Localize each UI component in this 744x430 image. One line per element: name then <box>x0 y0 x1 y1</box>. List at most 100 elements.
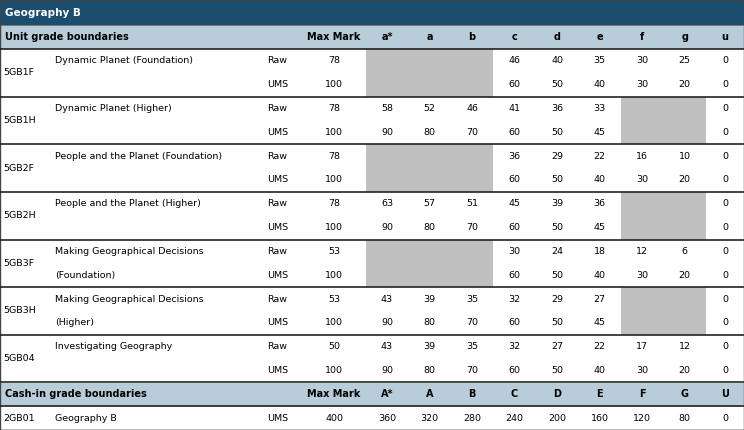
Bar <box>664 287 706 335</box>
Text: 100: 100 <box>325 128 343 137</box>
Text: (Higher): (Higher) <box>55 318 94 327</box>
Text: 90: 90 <box>381 366 393 375</box>
Text: 52: 52 <box>423 104 435 113</box>
Text: 45: 45 <box>594 223 606 232</box>
Text: u: u <box>722 32 728 42</box>
Text: 0: 0 <box>722 199 728 208</box>
Text: UMS: UMS <box>268 223 289 232</box>
Text: Raw: Raw <box>268 295 287 304</box>
Text: 80: 80 <box>423 128 435 137</box>
Text: 30: 30 <box>636 366 648 375</box>
Text: 78: 78 <box>328 199 340 208</box>
Text: 50: 50 <box>551 318 563 327</box>
Text: 6: 6 <box>682 247 687 256</box>
Text: 40: 40 <box>594 271 606 280</box>
Bar <box>621 287 664 335</box>
Text: 40: 40 <box>594 175 606 184</box>
Text: 29: 29 <box>551 152 563 161</box>
Text: 360: 360 <box>378 414 396 423</box>
Text: 78: 78 <box>328 104 340 113</box>
Text: Geography B: Geography B <box>5 8 81 18</box>
Text: 0: 0 <box>722 247 728 256</box>
Text: Making Geographical Decisions: Making Geographical Decisions <box>55 247 203 256</box>
Text: D: D <box>553 389 561 399</box>
Text: 70: 70 <box>466 366 478 375</box>
Text: 0: 0 <box>722 175 728 184</box>
Bar <box>408 240 451 287</box>
Text: 90: 90 <box>381 128 393 137</box>
Text: 0: 0 <box>722 223 728 232</box>
Text: 39: 39 <box>423 342 435 351</box>
Text: 80: 80 <box>679 414 690 423</box>
Text: 100: 100 <box>325 318 343 327</box>
Text: 80: 80 <box>423 366 435 375</box>
Text: 60: 60 <box>509 223 521 232</box>
Text: 12: 12 <box>636 247 648 256</box>
Text: 40: 40 <box>594 80 606 89</box>
Text: g: g <box>682 32 688 42</box>
Text: 53: 53 <box>328 295 340 304</box>
Text: b: b <box>469 32 475 42</box>
Text: UMS: UMS <box>268 128 289 137</box>
Text: 40: 40 <box>594 366 606 375</box>
Text: 70: 70 <box>466 318 478 327</box>
Text: 20: 20 <box>679 175 690 184</box>
Text: f: f <box>640 32 644 42</box>
Text: 40: 40 <box>551 56 563 65</box>
Bar <box>621 97 664 144</box>
Text: C: C <box>511 389 519 399</box>
Text: 36: 36 <box>509 152 521 161</box>
Text: 5GB2F: 5GB2F <box>3 163 34 172</box>
Text: 0: 0 <box>722 318 728 327</box>
Text: 0: 0 <box>722 414 728 423</box>
Bar <box>0 192 744 240</box>
Text: Geography B: Geography B <box>55 414 117 423</box>
Text: 5GB1H: 5GB1H <box>3 116 36 125</box>
Text: 5GB3H: 5GB3H <box>3 307 36 316</box>
Text: Max Mark: Max Mark <box>307 32 361 42</box>
Text: Dynamic Planet (Foundation): Dynamic Planet (Foundation) <box>55 56 193 65</box>
Bar <box>0 97 744 144</box>
Bar <box>0 49 744 97</box>
Text: 60: 60 <box>509 366 521 375</box>
Bar <box>664 97 706 144</box>
Bar <box>408 49 451 97</box>
Text: Raw: Raw <box>268 56 287 65</box>
Text: B: B <box>469 389 475 399</box>
Text: People and the Planet (Foundation): People and the Planet (Foundation) <box>55 152 222 161</box>
Text: 200: 200 <box>548 414 566 423</box>
Text: 30: 30 <box>636 56 648 65</box>
Text: 20: 20 <box>679 80 690 89</box>
Text: 0: 0 <box>722 104 728 113</box>
Text: 0: 0 <box>722 128 728 137</box>
Text: 16: 16 <box>636 152 648 161</box>
Text: Dynamic Planet (Higher): Dynamic Planet (Higher) <box>55 104 172 113</box>
Text: 58: 58 <box>381 104 393 113</box>
Text: 0: 0 <box>722 80 728 89</box>
Text: UMS: UMS <box>268 366 289 375</box>
Text: 39: 39 <box>423 295 435 304</box>
Text: e: e <box>597 32 603 42</box>
Text: a: a <box>426 32 433 42</box>
Bar <box>365 240 408 287</box>
Text: Raw: Raw <box>268 247 287 256</box>
Bar <box>451 144 493 192</box>
Text: Unit grade boundaries: Unit grade boundaries <box>5 32 129 42</box>
Text: 46: 46 <box>509 56 521 65</box>
Text: 45: 45 <box>594 318 606 327</box>
Bar <box>621 192 664 240</box>
Text: 22: 22 <box>594 152 606 161</box>
Text: a*: a* <box>381 32 393 42</box>
Text: 32: 32 <box>509 295 521 304</box>
Text: UMS: UMS <box>268 80 289 89</box>
Text: 43: 43 <box>381 342 393 351</box>
Text: Cash-in grade boundaries: Cash-in grade boundaries <box>5 389 147 399</box>
Bar <box>408 144 451 192</box>
Text: 0: 0 <box>722 342 728 351</box>
Bar <box>0 287 744 335</box>
Text: 5GB1F: 5GB1F <box>3 68 34 77</box>
Text: 50: 50 <box>551 366 563 375</box>
Text: 17: 17 <box>636 342 648 351</box>
Text: 27: 27 <box>551 342 563 351</box>
Text: Max Mark: Max Mark <box>307 389 361 399</box>
